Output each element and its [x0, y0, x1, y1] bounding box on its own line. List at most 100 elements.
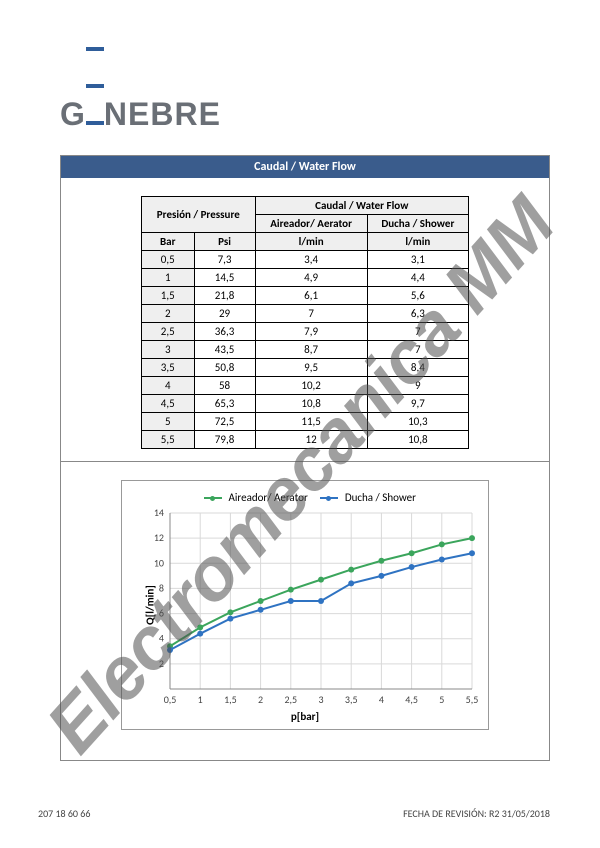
cell-bar: 5,5 — [142, 431, 195, 449]
cell-psi: 14,5 — [194, 269, 255, 287]
chart-ylabel: Q[l/min] — [143, 585, 156, 625]
chart-svg: 24681012140,511,522,533,544,555,5 — [170, 513, 472, 689]
svg-text:4: 4 — [379, 693, 384, 706]
col-flow: Caudal / Water Flow — [255, 197, 468, 215]
logo-prefix: G — [60, 96, 86, 132]
cell-sh: 9 — [367, 377, 468, 395]
legend-label-shower: Ducha / Shower — [345, 491, 416, 504]
table-row: 0,57,33,43,1 — [142, 251, 469, 269]
cell-aer: 4,9 — [255, 269, 367, 287]
table-row: 3,550,89,58,4 — [142, 359, 469, 377]
cell-bar: 2,5 — [142, 323, 195, 341]
cell-psi: 7,3 — [194, 251, 255, 269]
flow-table: Presión / Pressure Caudal / Water Flow A… — [141, 196, 469, 449]
table-container: Presión / Pressure Caudal / Water Flow A… — [61, 178, 549, 461]
page-footer: 207 18 60 66 FECHA DE REVISIÓN: R2 31/05… — [38, 807, 550, 820]
chart-section: Aireador/ Aerator Ducha / Shower Q[l/min… — [61, 461, 549, 760]
cell-psi: 58 — [194, 377, 255, 395]
chart-box: Aireador/ Aerator Ducha / Shower Q[l/min… — [121, 480, 489, 730]
table-row: 114,54,94,4 — [142, 269, 469, 287]
svg-text:10: 10 — [154, 556, 164, 569]
svg-text:6: 6 — [159, 607, 164, 620]
cell-psi: 21,8 — [194, 287, 255, 305]
cell-psi: 79,8 — [194, 431, 255, 449]
cell-bar: 4,5 — [142, 395, 195, 413]
cell-bar: 3 — [142, 341, 195, 359]
cell-bar: 1 — [142, 269, 195, 287]
cell-sh: 5,6 — [367, 287, 468, 305]
chart-xlabel: p[bar] — [122, 710, 488, 723]
cell-psi: 43,5 — [194, 341, 255, 359]
table-row: 4,565,310,89,7 — [142, 395, 469, 413]
table-row: 45810,29 — [142, 377, 469, 395]
logo-suffix: NEBRE — [104, 96, 221, 132]
section-header: Caudal / Water Flow — [61, 156, 549, 178]
table-row: 22976,3 — [142, 305, 469, 323]
table-row: 2,536,37,97 — [142, 323, 469, 341]
cell-aer: 6,1 — [255, 287, 367, 305]
cell-psi: 29 — [194, 305, 255, 323]
cell-sh: 9,7 — [367, 395, 468, 413]
cell-aer: 7,9 — [255, 323, 367, 341]
svg-text:2: 2 — [258, 693, 263, 706]
svg-text:3,5: 3,5 — [345, 693, 358, 706]
svg-text:5: 5 — [439, 693, 444, 706]
cell-aer: 8,7 — [255, 341, 367, 359]
cell-psi: 36,3 — [194, 323, 255, 341]
svg-text:4: 4 — [159, 632, 164, 645]
col-shower: Ducha / Shower — [367, 215, 468, 233]
table-row: 343,58,77 — [142, 341, 469, 359]
table-row: 5,579,81210,8 — [142, 431, 469, 449]
cell-bar: 0,5 — [142, 251, 195, 269]
sub-bar: Bar — [142, 233, 195, 251]
table-body: 0,57,33,43,1114,54,94,41,521,86,15,62297… — [142, 251, 469, 449]
cell-sh: 7 — [367, 323, 468, 341]
svg-text:8: 8 — [159, 581, 164, 594]
cell-aer: 3,4 — [255, 251, 367, 269]
cell-sh: 8,4 — [367, 359, 468, 377]
svg-text:5,5: 5,5 — [466, 693, 479, 706]
cell-sh: 10,3 — [367, 413, 468, 431]
legend-swatch-aerator — [204, 497, 222, 499]
svg-text:14: 14 — [154, 506, 164, 519]
brand-logo: G NEBRE — [60, 24, 550, 135]
cell-aer: 9,5 — [255, 359, 367, 377]
content-frame: Caudal / Water Flow Presión / Pressure C… — [60, 155, 550, 761]
legend-swatch-shower — [320, 497, 338, 499]
cell-bar: 5 — [142, 413, 195, 431]
svg-text:0,5: 0,5 — [164, 693, 177, 706]
cell-psi: 65,3 — [194, 395, 255, 413]
svg-text:2,5: 2,5 — [284, 693, 297, 706]
cell-bar: 2 — [142, 305, 195, 323]
footer-right: FECHA DE REVISIÓN: R2 31/05/2018 — [403, 807, 550, 820]
cell-sh: 10,8 — [367, 431, 468, 449]
cell-sh: 3,1 — [367, 251, 468, 269]
document-page: G NEBRE Caudal / Water Flow Presión / Pre… — [0, 0, 600, 848]
legend-label-aerator: Aireador/ Aerator — [229, 491, 308, 504]
svg-text:2: 2 — [159, 657, 164, 670]
svg-text:1,5: 1,5 — [224, 693, 237, 706]
cell-sh: 4,4 — [367, 269, 468, 287]
cell-aer: 10,2 — [255, 377, 367, 395]
sub-lmin-aer: l/min — [255, 233, 367, 251]
cell-aer: 7 — [255, 305, 367, 323]
cell-aer: 10,8 — [255, 395, 367, 413]
cell-aer: 12 — [255, 431, 367, 449]
chart-plot-area: 24681012140,511,522,533,544,555,5 — [170, 513, 472, 689]
cell-sh: 6,3 — [367, 305, 468, 323]
chart-legend: Aireador/ Aerator Ducha / Shower — [132, 491, 478, 504]
cell-aer: 11,5 — [255, 413, 367, 431]
cell-bar: 4 — [142, 377, 195, 395]
table-row: 1,521,86,15,6 — [142, 287, 469, 305]
logo-bars-icon — [86, 24, 104, 135]
svg-text:12: 12 — [154, 531, 164, 544]
sub-psi: Psi — [194, 233, 255, 251]
svg-text:4,5: 4,5 — [405, 693, 418, 706]
col-aerator: Aireador/ Aerator — [255, 215, 367, 233]
col-pressure: Presión / Pressure — [142, 197, 256, 233]
table-row: 572,511,510,3 — [142, 413, 469, 431]
cell-psi: 72,5 — [194, 413, 255, 431]
cell-bar: 3,5 — [142, 359, 195, 377]
sub-lmin-sh: l/min — [367, 233, 468, 251]
cell-bar: 1,5 — [142, 287, 195, 305]
